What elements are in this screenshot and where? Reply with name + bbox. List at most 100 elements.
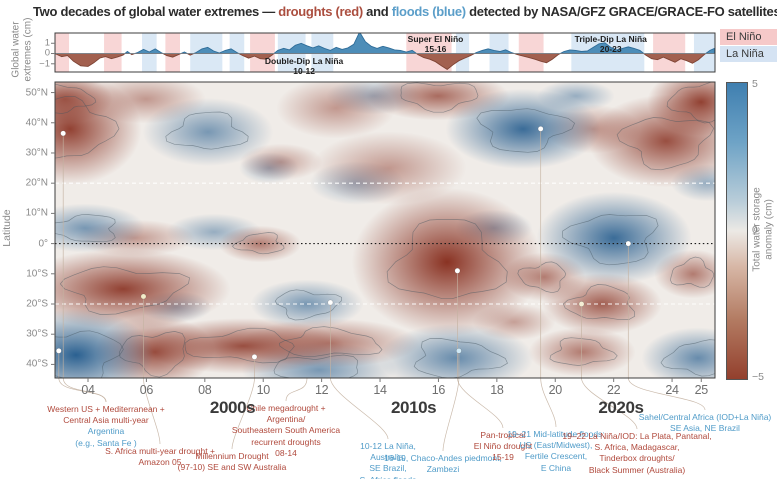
event-marker-dot [625, 240, 632, 247]
anomaly-contour [165, 111, 249, 150]
event-marker-dot [454, 267, 461, 274]
event-label-9: Sahel/Central Africa (IOD+La Niña) SE Asi… [639, 412, 772, 434]
strip-ytick-neg1: −1 [39, 58, 50, 70]
year-tick-label: 18 [490, 383, 504, 397]
colorbar-tick-zero: 0 [752, 224, 758, 236]
event-label-3: Chile megadrought + Argentina/Southeaster… [232, 403, 340, 459]
el-nino-band [104, 33, 122, 72]
year-tick-label: 25 [694, 383, 709, 397]
event-label-line: 10-12 La Niña, [360, 441, 416, 451]
lat-tick-label: 30°S [26, 328, 48, 340]
event-label-line: S. Africa multi-year drought + [105, 446, 215, 456]
lat-tick-label: 40°N [25, 117, 48, 129]
strip-annotation-text: Super El Niño [407, 34, 464, 44]
strip-annotation-text: Triple-Dip La Niña [574, 34, 647, 44]
colorbar-gradient [726, 82, 748, 380]
event-label-line: 19–21 Mid-latitude floods: [507, 429, 605, 439]
colorbar-tick-min: −5 [752, 371, 764, 383]
el-nino-band [250, 33, 275, 72]
event-marker-dot [251, 354, 258, 360]
la-nina-band [693, 33, 715, 72]
enso-legend: El Niño La Niña [720, 29, 777, 63]
event-label-2: Millennium Drought (97-10) SE and SW Aust… [178, 451, 287, 473]
event-label-line: Black Summer (Australia) [588, 464, 686, 475]
event-label-line: Zambezi [426, 464, 460, 475]
event-marker-dot [327, 299, 334, 306]
event-label-6: Pan-tropical El Niño drought 15-19 [474, 430, 533, 464]
event-label-line: Tinderbox droughts/ [599, 453, 675, 464]
strip-ytick-1: 1 [44, 37, 50, 49]
event-label-line: 15-19 [492, 452, 514, 463]
event-leader-line [581, 304, 638, 430]
anomaly-contour [55, 95, 120, 159]
anomaly-contour [562, 284, 636, 321]
event-label-line: Western US + Mediterranean + [47, 404, 165, 414]
lat-tick-label: 10°S [26, 268, 48, 280]
year-tick-label: 14 [373, 383, 387, 397]
heatmap-panel [55, 82, 715, 378]
legend-el-nino: El Niño [720, 29, 777, 45]
strip-annotation-years: 20-23 [599, 44, 622, 55]
year-tick-label: 16 [431, 383, 446, 397]
event-label-line: 16-19, Chaco-Andes piedmont, [384, 453, 502, 463]
event-marker-dot [578, 301, 585, 307]
anomaly-contour [670, 256, 715, 288]
title-prefix: Two decades of global water extremes — [33, 4, 279, 19]
year-tick-label: 10 [256, 383, 271, 397]
anomaly-contour [517, 261, 567, 294]
decade-label: 2010s [390, 398, 437, 417]
extremes-area-negative [55, 53, 715, 70]
event-label-line: Australia, [370, 452, 406, 463]
event-label-line: Pan-tropical [480, 430, 526, 440]
extremes-area-positive [55, 33, 715, 54]
event-marker-dot [55, 347, 62, 354]
anomaly-contour [549, 337, 618, 366]
event-label-line: Chile megadrought + [246, 403, 326, 413]
decade-label: 2020s [598, 398, 644, 417]
figure-title: Two decades of global water extremes — d… [33, 4, 777, 19]
event-marker-dot [60, 130, 67, 137]
event-marker-dot [456, 347, 462, 354]
year-tick-label: 22 [607, 383, 621, 397]
anomaly-contour [55, 83, 97, 114]
event-leader-line [442, 350, 460, 452]
lat-tick-label: 0° [38, 238, 48, 250]
event-label-5: 16-19, Chaco-Andes piedmont, Zambezi [384, 453, 502, 475]
anomaly-contour [666, 82, 715, 124]
strip-ytick-0: 0 [44, 47, 50, 59]
anomaly-contour [274, 289, 342, 321]
event-label-line: Southeastern South America [231, 425, 341, 436]
anomaly-contour [118, 331, 186, 378]
anomaly-contour [184, 327, 295, 364]
strip-annotation-text: Double-Dip La Niña [264, 56, 344, 66]
event-label-line: 08-14 [275, 447, 297, 458]
event-label-line: S. Africa floods [360, 475, 417, 479]
event-label-line: recurrent droughts [251, 436, 321, 447]
event-label-line: El Niño drought [473, 441, 533, 452]
anomaly-contour [55, 330, 124, 378]
anomaly-contour [476, 108, 576, 153]
el-nino-band [55, 33, 70, 72]
anomaly-contour [386, 219, 508, 300]
el-nino-band [165, 33, 180, 72]
title-floods: floods (blue) [391, 4, 466, 19]
strip-annotation-years: 15-16 [424, 44, 447, 55]
year-tick-label: 12 [314, 383, 329, 397]
title-droughts: droughts (red) [278, 4, 363, 19]
anomaly-contour [273, 354, 358, 378]
lat-tick-label: 10°N [25, 207, 48, 219]
event-label-line: E China [540, 462, 572, 473]
year-tick-label: 20 [548, 383, 563, 397]
event-marker-dot [140, 293, 147, 300]
event-leader-line [330, 302, 389, 440]
title-and: and [362, 4, 392, 19]
heatmap-frame [54, 81, 716, 379]
strip-frame [54, 32, 716, 73]
event-label-line: SE Asia, NE Brazil [670, 423, 740, 434]
event-label-line: Argentina/ [266, 414, 306, 425]
event-label-0: Western US + Mediterranean + Central Asia… [47, 404, 165, 449]
lat-tick-label: 20°N [25, 177, 48, 189]
lat-tick-label: 30°N [25, 147, 48, 159]
